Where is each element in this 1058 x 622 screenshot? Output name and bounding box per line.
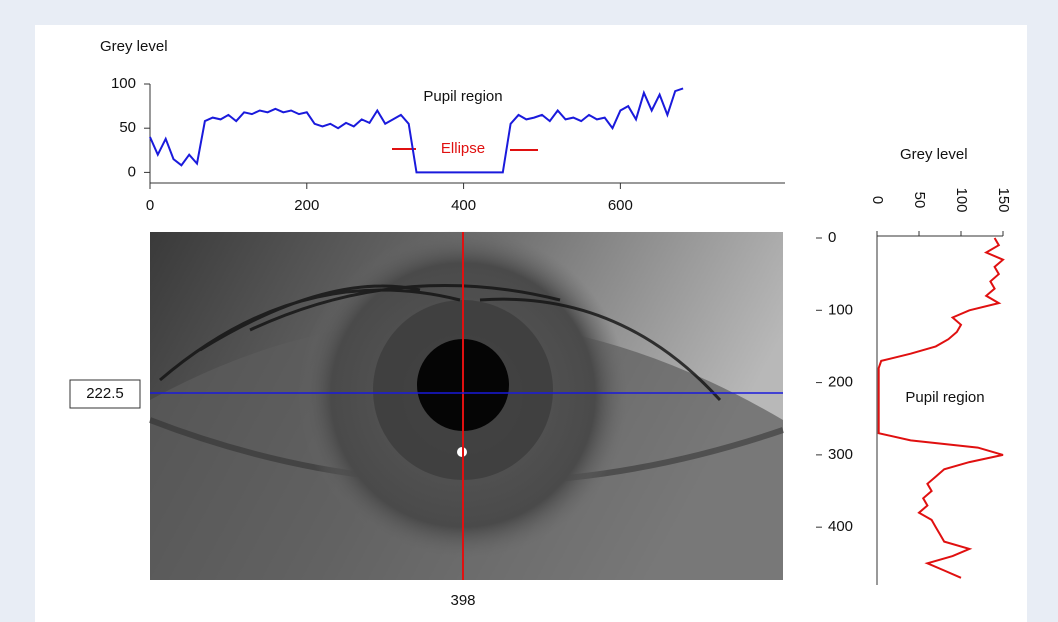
y-tick-label: 300 bbox=[828, 446, 853, 463]
chart-title: Grey level bbox=[100, 38, 168, 55]
y-tick-label: 100 bbox=[111, 75, 136, 92]
annotation: Pupil region bbox=[423, 88, 502, 105]
x-tick-label: 100 bbox=[953, 187, 970, 212]
eye-image bbox=[150, 230, 783, 580]
annotation: Pupil region bbox=[905, 389, 984, 406]
y-tick-label: 200 bbox=[828, 374, 853, 391]
figure: 222.5 398 Grey level Pupil region Ellips… bbox=[0, 0, 1058, 622]
chart-title: Grey level bbox=[900, 146, 968, 163]
x-tick-label: 50 bbox=[911, 192, 928, 209]
y-tick-label: 0 bbox=[128, 163, 136, 180]
y-tick-label: 50 bbox=[119, 119, 136, 136]
x-tick-label: 200 bbox=[294, 197, 319, 214]
crosshair-x-value: 398 bbox=[450, 592, 475, 609]
crosshair-y-value: 222.5 bbox=[86, 385, 124, 402]
x-tick-label: 0 bbox=[869, 196, 886, 204]
x-tick-label: 0 bbox=[146, 197, 154, 214]
annotation: Ellipse bbox=[441, 140, 485, 157]
y-tick-label: 0 bbox=[828, 229, 836, 246]
y-tick-label: 400 bbox=[828, 518, 853, 535]
x-tick-label: 400 bbox=[451, 197, 476, 214]
x-tick-label: 600 bbox=[608, 197, 633, 214]
x-tick-label: 150 bbox=[995, 187, 1012, 212]
y-tick-label: 100 bbox=[828, 301, 853, 318]
